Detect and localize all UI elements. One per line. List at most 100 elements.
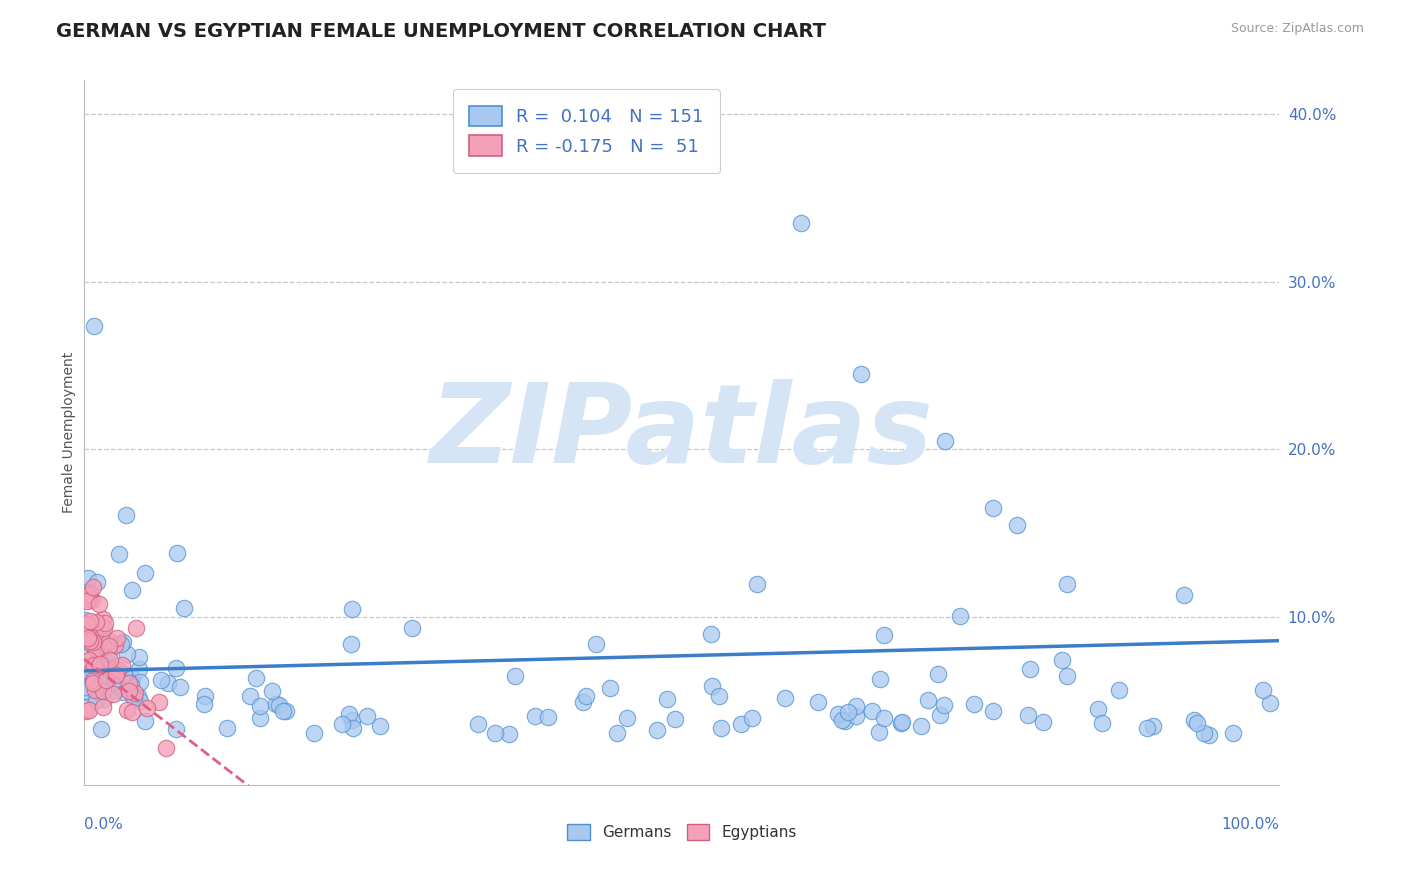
Point <box>98 633 121 648</box>
Point <box>79 585 101 599</box>
Point <box>585 637 607 651</box>
Point <box>89 644 111 658</box>
Text: 100.0%: 100.0% <box>1222 817 1279 831</box>
Point <box>368 719 391 733</box>
Point <box>845 709 868 723</box>
Point <box>83 657 105 672</box>
Point <box>730 717 752 731</box>
Point <box>707 689 730 703</box>
Point <box>79 636 101 650</box>
Point <box>1173 589 1195 603</box>
Point <box>981 501 1004 516</box>
Point <box>917 692 939 706</box>
Point <box>271 704 294 718</box>
Point <box>75 704 97 718</box>
Point <box>599 681 621 695</box>
Point <box>934 698 956 712</box>
Point <box>104 638 127 652</box>
Point <box>77 588 100 602</box>
Point <box>165 660 187 674</box>
Point <box>827 706 849 721</box>
Text: GERMAN VS EGYPTIAN FEMALE UNEMPLOYMENT CORRELATION CHART: GERMAN VS EGYPTIAN FEMALE UNEMPLOYMENT C… <box>56 22 827 41</box>
Point <box>245 671 267 685</box>
Point <box>845 699 868 714</box>
Point <box>1136 721 1159 735</box>
Point <box>128 674 150 689</box>
Point <box>112 635 135 649</box>
Point <box>869 672 891 686</box>
Point <box>927 666 949 681</box>
Point <box>1018 662 1040 676</box>
Point <box>93 692 115 706</box>
Point <box>134 566 156 580</box>
Point <box>115 508 138 523</box>
Point <box>115 676 138 690</box>
Point <box>166 546 188 560</box>
Point <box>76 667 98 681</box>
Point <box>79 634 101 648</box>
Point <box>76 594 98 608</box>
Point <box>645 723 668 737</box>
Point <box>87 597 110 611</box>
Point <box>868 725 890 739</box>
Point <box>330 717 353 731</box>
Point <box>90 634 112 648</box>
Point <box>80 687 103 701</box>
Point <box>262 683 284 698</box>
Point <box>890 716 912 731</box>
Point <box>807 695 830 709</box>
Point <box>86 575 108 590</box>
Point <box>121 690 143 704</box>
Point <box>1091 716 1114 731</box>
Point <box>96 673 118 688</box>
Point <box>79 636 101 650</box>
Point <box>107 679 129 693</box>
Point <box>117 684 139 698</box>
Point <box>118 676 141 690</box>
Point <box>249 711 271 725</box>
Point <box>110 637 132 651</box>
Point <box>124 686 146 700</box>
Point <box>93 668 115 682</box>
Point <box>90 677 112 691</box>
Point <box>1142 719 1164 733</box>
Point <box>128 662 150 676</box>
Point <box>84 692 107 706</box>
Point <box>121 705 143 719</box>
Point <box>79 653 101 667</box>
Point <box>107 664 129 678</box>
Point <box>86 647 108 661</box>
Point <box>112 685 135 699</box>
Point <box>276 704 298 718</box>
Point <box>93 621 115 635</box>
Point <box>173 601 195 615</box>
Point <box>860 704 883 718</box>
Point <box>84 615 107 629</box>
Point <box>745 576 768 591</box>
Point <box>91 678 114 692</box>
Point <box>302 726 325 740</box>
Point <box>80 678 103 692</box>
Point <box>342 721 364 735</box>
Point <box>108 547 131 561</box>
Point <box>84 683 107 698</box>
Point <box>149 673 172 687</box>
Point <box>82 634 104 648</box>
Point <box>467 716 489 731</box>
Point <box>873 711 896 725</box>
Point <box>1052 653 1074 667</box>
Point <box>115 676 138 690</box>
Point <box>121 671 143 685</box>
Point <box>934 434 956 448</box>
Point <box>97 639 120 653</box>
Point <box>82 673 104 688</box>
Point <box>1182 713 1205 727</box>
Point <box>104 673 127 688</box>
Point <box>949 609 972 624</box>
Point <box>606 726 628 740</box>
Point <box>76 616 98 631</box>
Point <box>983 704 1005 718</box>
Point <box>165 723 187 737</box>
Point <box>1192 726 1215 740</box>
Point <box>82 676 104 690</box>
